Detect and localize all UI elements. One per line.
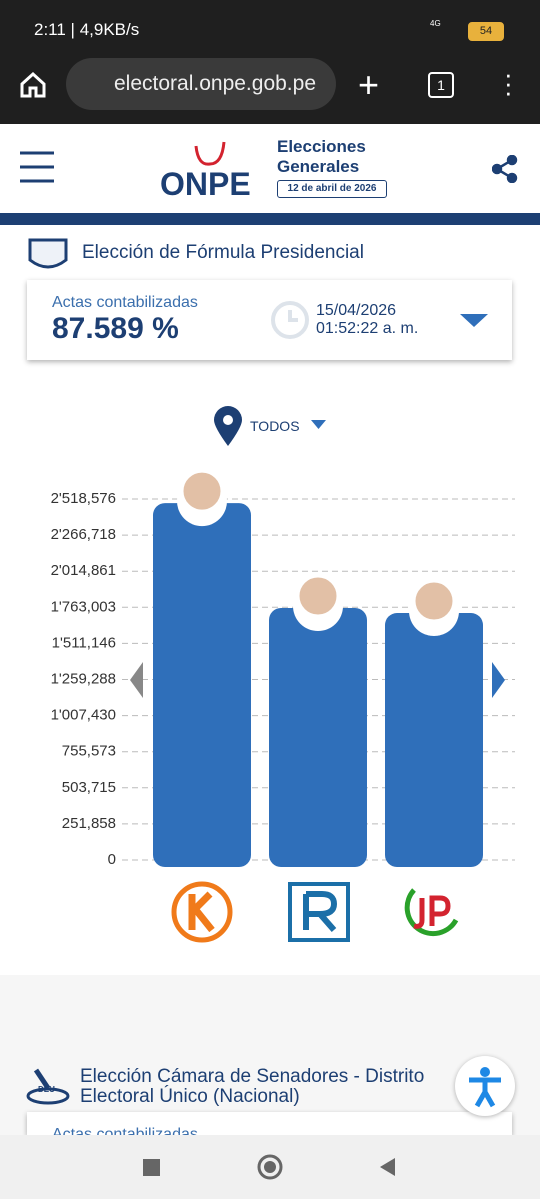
accessibility-button[interactable] [455, 1056, 515, 1116]
y-tick-label: 755,573 [62, 743, 116, 760]
hamburger[interactable] [20, 150, 56, 184]
candidate-photo [412, 579, 456, 623]
filter-arrow[interactable] [311, 420, 327, 430]
menu[interactable]: · · · [504, 59, 513, 107]
y-tick-label: 251,858 [62, 815, 116, 832]
emblem [28, 238, 68, 269]
nav-bar [0, 1135, 540, 1199]
y-tick-label: 503,715 [62, 779, 116, 796]
section2-bg [0, 975, 540, 1135]
chart: 0 251,858 503,715 755,573 1'007,430 1'259,288… [51, 469, 515, 868]
network: 4G [430, 19, 441, 28]
y-tick-label: 2'014,861 [51, 562, 116, 579]
card-label: Actas contabilizadas [52, 294, 198, 311]
header-rule [0, 213, 540, 225]
onpe-logo-mark [194, 141, 226, 166]
card-label: Actas contabilizadas [52, 1126, 198, 1135]
bar [269, 608, 367, 867]
prev-arrow[interactable] [130, 662, 143, 698]
header-date: 12 de abril de 2026 [277, 180, 387, 198]
y-tick-label: 1'511,146 [52, 634, 116, 651]
candidate-photo [180, 469, 224, 513]
expand[interactable] [460, 312, 488, 328]
card-value: 87.589 % [52, 312, 179, 345]
tab-count[interactable]: 1 [428, 72, 454, 98]
section2-title: Elección Cámara de Senadores - Distrito [80, 1066, 425, 1087]
y-tick-label: 1'007,430 [51, 707, 116, 724]
y-tick-label: 2'518,576 [51, 490, 116, 507]
url-bar[interactable] [66, 58, 336, 110]
header-title: Elecciones [277, 137, 366, 156]
card-time: 01:52:22 a. m. [316, 320, 419, 337]
battery: 54 [468, 22, 504, 41]
status-time: 2:11 | 4,9KB/s [34, 20, 140, 39]
y-tick-label: 0 [108, 851, 116, 868]
summary-card [27, 280, 512, 360]
section-title: Elección de Fórmula Presidencial [82, 242, 364, 263]
url: electoral.onpe.gob.pe [114, 72, 316, 95]
candidate-photo [296, 574, 340, 618]
deu-emblem [26, 1068, 70, 1105]
card-date: 15/04/2026 [316, 302, 397, 319]
party-logos [171, 881, 459, 943]
share-icon[interactable] [492, 155, 518, 183]
filter[interactable]: TODOS [250, 418, 300, 434]
section2-title: Electoral Único (Nacional) [80, 1086, 300, 1107]
pin-icon [214, 406, 242, 446]
deu-badge: DEU [38, 1085, 55, 1094]
next-arrow[interactable] [492, 662, 505, 698]
y-tick-label: 1'259,288 [51, 670, 116, 687]
home-icon[interactable] [18, 70, 48, 100]
brand: ONPE [160, 166, 251, 202]
new-tab[interactable]: + [358, 64, 380, 105]
header-title: Generales [277, 157, 360, 176]
bar [153, 503, 251, 867]
y-tick-label: 1'763,003 [51, 598, 116, 615]
y-tick-label: 2'266,718 [51, 526, 116, 543]
clock-icon [271, 301, 309, 339]
bar [385, 613, 483, 867]
summary-card-2: Actas contabilizadas [27, 1112, 512, 1135]
